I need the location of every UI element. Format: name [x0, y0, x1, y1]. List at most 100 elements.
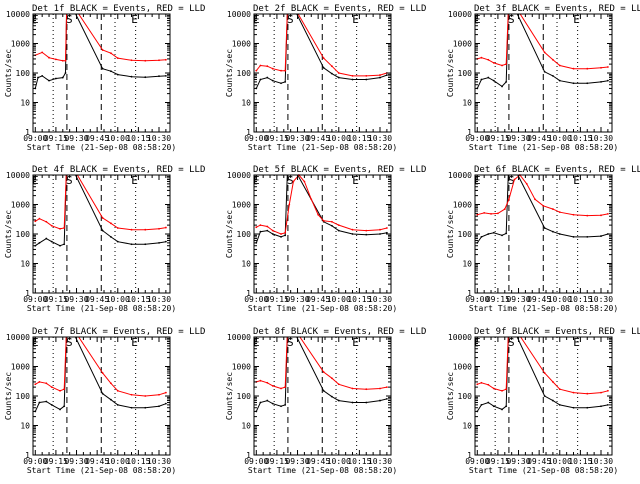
marker-s: S — [508, 336, 515, 349]
marker-s: S — [66, 174, 73, 187]
y-tick-label: 1 — [467, 451, 472, 460]
data-point — [385, 227, 388, 229]
series-lld-line — [35, 14, 166, 62]
data-point — [109, 52, 112, 55]
y-tick-label: 1 — [246, 128, 251, 137]
data-point — [337, 399, 340, 402]
data-point — [379, 76, 381, 79]
data-point — [266, 76, 269, 79]
x-tick-label: 09:15 — [265, 457, 289, 466]
y-tick-label: 10000 — [448, 171, 472, 180]
data-point — [351, 74, 354, 77]
data-point — [45, 382, 48, 385]
x-tick-label: 09:15 — [486, 134, 510, 143]
data-point — [63, 405, 66, 408]
data-point — [508, 198, 510, 201]
y-tick-label: 100 — [16, 392, 31, 401]
y-tick-label: 1 — [467, 128, 472, 137]
data-point — [385, 231, 388, 234]
data-point — [116, 403, 119, 406]
data-point — [55, 58, 57, 61]
marker-s: S — [508, 174, 515, 187]
data-point — [322, 219, 325, 222]
x-tick-label: 09:00 — [23, 457, 47, 466]
data-point — [101, 217, 104, 219]
data-point — [551, 208, 554, 210]
y-tick-label: 10000 — [227, 171, 251, 180]
series-events-line — [34, 14, 166, 89]
marker-e: E — [253, 174, 260, 187]
series-events-line — [476, 14, 608, 89]
data-point — [38, 401, 41, 404]
data-point — [543, 395, 546, 397]
x-tick-label: 09:00 — [465, 134, 489, 143]
data-point — [600, 235, 602, 237]
data-point — [586, 235, 589, 238]
y-tick-label: 100 — [16, 69, 31, 78]
y-tick-label: 100 — [458, 392, 473, 401]
data-point — [259, 224, 262, 227]
x-tick-label: 09:30 — [64, 134, 88, 143]
data-point — [483, 211, 486, 214]
data-point — [271, 384, 274, 387]
data-point — [266, 399, 269, 402]
data-point — [385, 74, 388, 76]
x-axis-label: Start Time (21-Sep-08 08:58:20) — [469, 466, 618, 475]
y-axis-label: Counts/sec — [446, 372, 455, 420]
x-axis-label: Start Time (21-Sep-08 08:58:20) — [27, 466, 176, 475]
data-point — [492, 79, 495, 82]
y-tick-label: 100 — [16, 230, 31, 239]
data-point — [379, 387, 381, 390]
data-point — [551, 399, 554, 402]
data-point — [586, 67, 589, 70]
panel-title: Det 4f BLACK = Events, RED = LLD — [32, 165, 205, 175]
data-point — [292, 180, 295, 183]
data-point — [487, 401, 490, 404]
marker-e: E — [474, 336, 481, 349]
panel-title: Det 9f BLACK = Events, RED = LLD — [474, 327, 640, 337]
y-tick-label: 10000 — [6, 333, 30, 342]
data-point — [330, 395, 333, 398]
data-point — [284, 80, 287, 83]
data-point — [63, 243, 66, 246]
x-tick-label: 10:15 — [568, 457, 592, 466]
data-point — [63, 388, 66, 391]
marker-e: E — [352, 174, 359, 187]
data-point — [63, 227, 66, 229]
panel-title: Det 1f BLACK = Events, RED = LLD — [32, 4, 205, 14]
series-lld-line — [477, 175, 608, 217]
data-point — [558, 64, 561, 67]
x-tick-label: 09:00 — [244, 457, 268, 466]
series-events-line — [34, 337, 167, 412]
x-tick-label: 09:15 — [265, 134, 289, 143]
y-tick-label: 100 — [237, 69, 252, 78]
data-point — [116, 227, 119, 229]
data-point — [271, 402, 274, 405]
marker-e: E — [573, 174, 580, 187]
x-tick-label: 09:45 — [85, 134, 109, 143]
data-point — [487, 233, 490, 235]
data-point — [487, 383, 490, 386]
data-point — [480, 235, 483, 238]
data-point — [513, 178, 516, 181]
data-point — [130, 228, 133, 231]
x-tick-label: 10:15 — [126, 457, 150, 466]
y-tick-label: 10 — [462, 422, 472, 431]
x-tick-label: 10:15 — [347, 134, 371, 143]
data-point — [259, 379, 262, 382]
marker-e: E — [253, 13, 260, 26]
x-axis-label: Start Time (21-Sep-08 08:58:20) — [248, 143, 397, 152]
data-point — [492, 405, 495, 408]
data-point — [497, 212, 499, 215]
series-events-line — [255, 14, 388, 89]
data-point — [45, 220, 48, 223]
x-tick-label: 09:00 — [465, 457, 489, 466]
data-point — [50, 403, 53, 406]
data-point — [101, 372, 104, 374]
data-point — [59, 244, 61, 247]
data-point — [271, 79, 274, 82]
data-point — [572, 406, 575, 409]
x-tick-label: 09:30 — [506, 134, 530, 143]
